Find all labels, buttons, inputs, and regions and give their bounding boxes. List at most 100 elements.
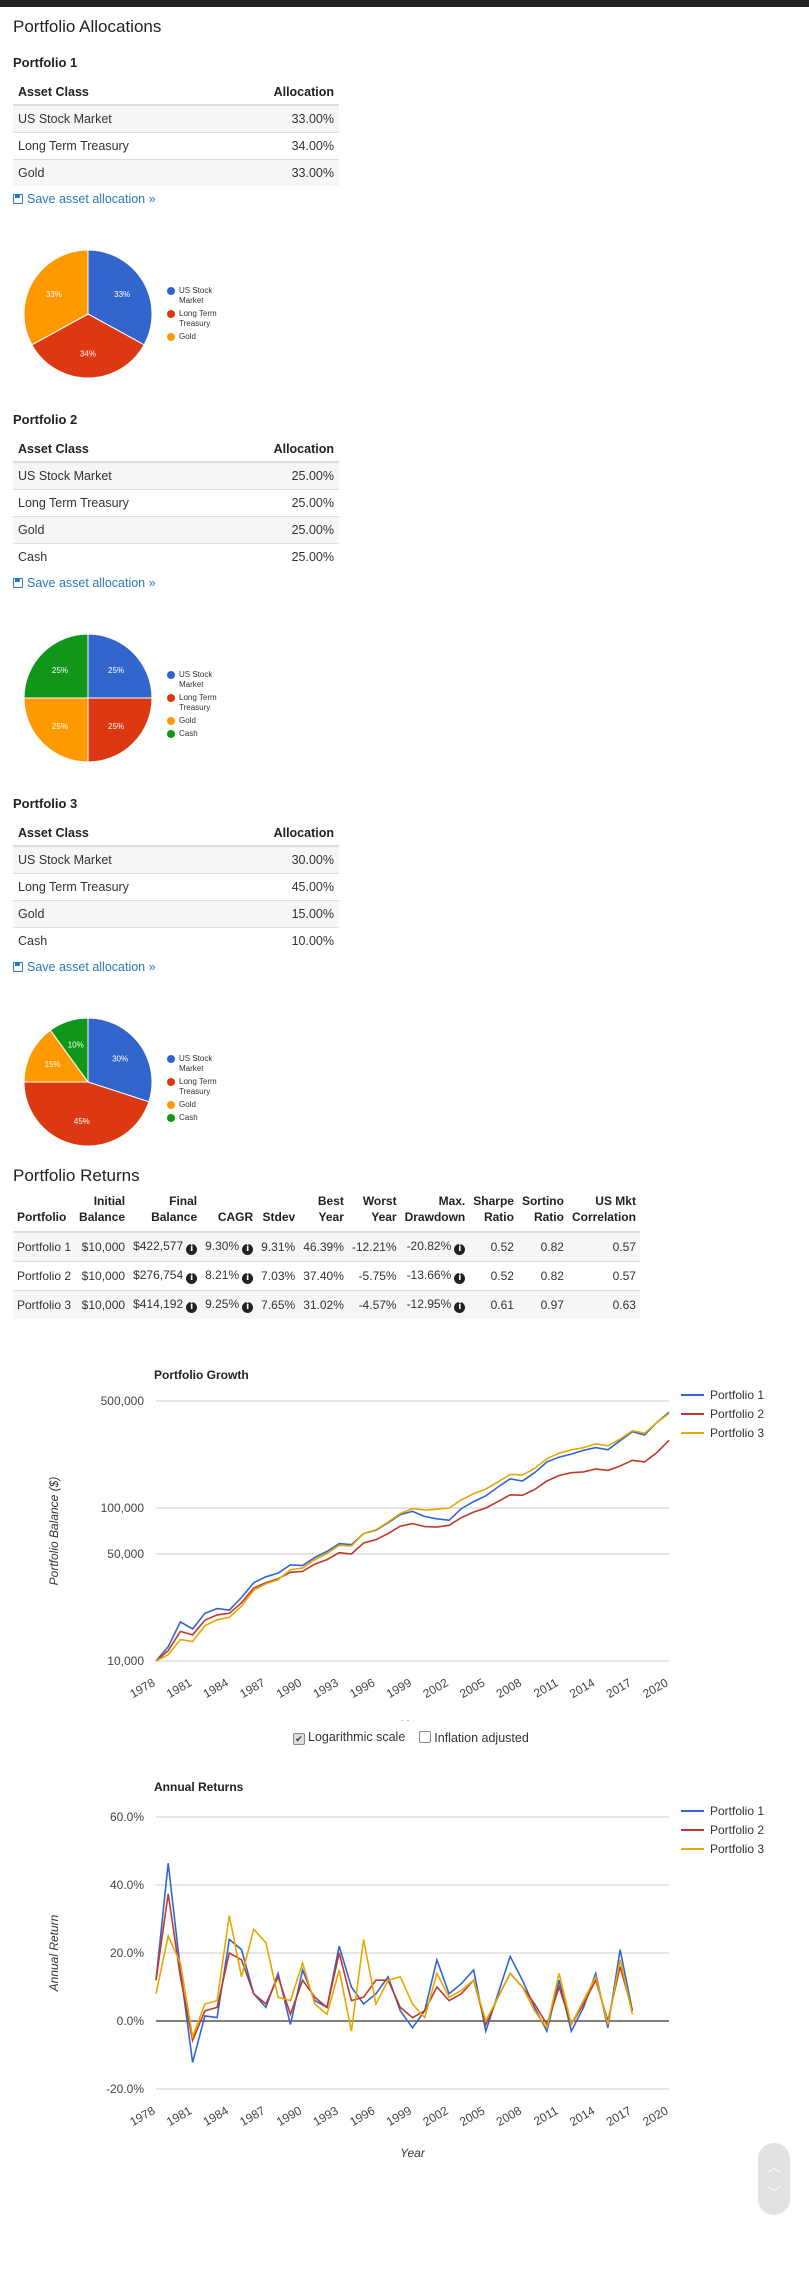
returns-cell: 31.02% xyxy=(299,1290,348,1319)
x-tick-label: 2014 xyxy=(567,1675,597,1701)
info-icon[interactable]: i xyxy=(186,1244,198,1255)
log-scale-checkbox[interactable]: ✔ Logarithmic scale xyxy=(293,1730,405,1745)
x-tick-label: 1993 xyxy=(311,2103,341,2129)
legend-dot xyxy=(167,1101,175,1109)
info-icon[interactable]: i xyxy=(454,1244,466,1255)
chart-title: Annual Returns xyxy=(154,1780,244,1794)
returns-cell: -20.82% i xyxy=(400,1231,470,1262)
x-tick-label: 2014 xyxy=(567,2103,597,2129)
scroll-up-icon[interactable]: ︿ xyxy=(767,2160,781,2176)
pie-slice-label: 33% xyxy=(114,290,130,299)
returns-header-cell: Max. Drawdown xyxy=(400,1190,470,1233)
page-title: Portfolio Allocations xyxy=(13,17,162,36)
pie-svg: 33% 34% 33% xyxy=(23,249,153,379)
returns-value: 0.63 xyxy=(612,1298,636,1312)
pie-slice xyxy=(23,633,89,699)
pie-svg: 25% 25% 25% 25% xyxy=(23,633,153,763)
x-tick-label: 1978 xyxy=(127,2103,157,2129)
info-icon[interactable]: i xyxy=(454,1302,466,1313)
returns-cell: $422,577 i xyxy=(129,1231,202,1262)
x-tick-label: 2008 xyxy=(494,2103,524,2129)
pie-slice-label: 25% xyxy=(52,722,68,731)
returns-cell: 46.39% xyxy=(299,1231,348,1262)
returns-cell: -5.75% xyxy=(347,1261,401,1291)
save-allocation-link[interactable]: Save asset allocation » xyxy=(13,576,793,590)
y-tick-label: 100,000 xyxy=(101,1501,145,1515)
info-icon[interactable]: i xyxy=(242,1244,254,1255)
x-tick-label: 1987 xyxy=(237,1675,267,1701)
annual-chart-section: Annual Returns -20.0% 0.0% 20.0% 40.0% 60.0% 1… xyxy=(13,1773,793,2163)
pie-legend-item: Cash xyxy=(167,1113,219,1123)
returns-cell: $276,754 i xyxy=(129,1261,202,1291)
legend-label: Gold xyxy=(179,332,196,341)
portfolio-title: Portfolio 2 xyxy=(13,412,78,427)
info-icon[interactable]: i xyxy=(242,1302,254,1313)
scroll-buttons[interactable]: ︿ ﹀ xyxy=(758,2143,790,2215)
returns-value: 0.82 xyxy=(540,1240,564,1254)
returns-cell: 0.82 xyxy=(517,1231,568,1262)
info-icon[interactable]: i xyxy=(186,1273,198,1284)
returns-header-cell: US Mkt Correlation xyxy=(567,1190,640,1233)
legend-dot xyxy=(167,1078,175,1086)
asset-allocation: 33.00% xyxy=(219,104,339,133)
asset-allocation: 10.00% xyxy=(219,927,339,954)
returns-value: 46.39% xyxy=(303,1240,344,1254)
scroll-down-icon[interactable]: ﹀ xyxy=(767,2186,781,2202)
legend-dot xyxy=(167,333,175,341)
legend-label: Cash xyxy=(179,729,198,738)
x-tick-label: 1999 xyxy=(384,1675,414,1701)
returns-value: 0.52 xyxy=(490,1240,514,1254)
legend-label: Gold xyxy=(179,716,196,725)
returns-header-row: Portfolio Initial Balance Final Balance CAGR S… xyxy=(13,1190,640,1233)
returns-body: Portfolio 1 $10,000 $422,577 i 9.30% i 9.31% 46… xyxy=(13,1231,640,1319)
pie-slice xyxy=(23,1081,150,1147)
returns-value: $414,192 xyxy=(133,1297,184,1311)
save-allocation-link[interactable]: Save asset allocation » xyxy=(13,192,793,206)
x-tick-label: 1987 xyxy=(237,2103,267,2129)
save-disk-icon xyxy=(13,578,23,588)
returns-header-cell: Worst Year xyxy=(347,1190,401,1233)
allocation-row: Gold 15.00% xyxy=(13,900,339,928)
allocation-row: Long Term Treasury 34.00% xyxy=(13,132,339,160)
returns-value: 31.02% xyxy=(303,1298,344,1312)
x-tick-label: 2011 xyxy=(531,1675,561,1700)
asset-name: US Stock Market xyxy=(13,104,220,133)
allocation-header-row: Asset Class Allocation xyxy=(13,78,339,106)
pie-slice-label: 30% xyxy=(112,1055,128,1064)
header-text: Year xyxy=(318,1210,344,1224)
allocation-header: Allocation xyxy=(219,78,339,106)
inflation-check-icon xyxy=(419,1730,432,1743)
returns-cell: $10,000 xyxy=(75,1261,130,1291)
info-icon[interactable]: i xyxy=(454,1273,466,1284)
allocation-pie: 33% 34% 33% US Stock Market Long Term Treasu… xyxy=(13,244,339,384)
returns-title: Portfolio Returns xyxy=(13,1166,140,1185)
inflation-checkbox[interactable]: Inflation adjusted xyxy=(419,1730,529,1745)
returns-value: $10,000 xyxy=(81,1269,126,1283)
legend-label: Portfolio 2 xyxy=(710,1823,764,1837)
x-tick-label: 2002 xyxy=(421,2103,451,2129)
portfolio-title: Portfolio 1 xyxy=(13,55,78,70)
allocation-pie: 30% 45% 15% 10% US Stock Market Long Term Tre… xyxy=(13,1012,339,1152)
header-text: Worst xyxy=(362,1194,397,1208)
header-text: Balance xyxy=(79,1210,126,1224)
header-text: Year xyxy=(371,1210,397,1224)
portfolio-section: Portfolio 3 Asset Class Allocation US Stock… xyxy=(13,796,793,1152)
save-allocation-label: Save asset allocation » xyxy=(27,192,156,206)
header-text: Ratio xyxy=(483,1210,514,1224)
returns-value: -20.82% xyxy=(406,1239,452,1253)
returns-cell: 8.21% i xyxy=(201,1261,258,1291)
header-text: Stdev xyxy=(262,1210,296,1224)
x-tick-label: 1981 xyxy=(164,2103,194,2129)
header-text: Sharpe xyxy=(473,1194,514,1208)
save-allocation-link[interactable]: Save asset allocation » xyxy=(13,960,793,974)
series-line xyxy=(155,1915,634,2040)
returns-value: $10,000 xyxy=(81,1298,126,1312)
returns-section: Portfolio Returns Portfolio Initial Balanc… xyxy=(13,1166,793,1319)
returns-row: Portfolio 2 $10,000 $276,754 i 8.21% i 7.03% 37… xyxy=(13,1261,640,1291)
legend-label: Long Term Treasury xyxy=(179,1077,217,1096)
info-icon[interactable]: i xyxy=(186,1302,198,1313)
info-icon[interactable]: i xyxy=(242,1273,254,1284)
x-tick-label: 2005 xyxy=(457,2103,487,2129)
x-tick-label: 1984 xyxy=(201,2103,231,2129)
legend-dot xyxy=(167,310,175,318)
